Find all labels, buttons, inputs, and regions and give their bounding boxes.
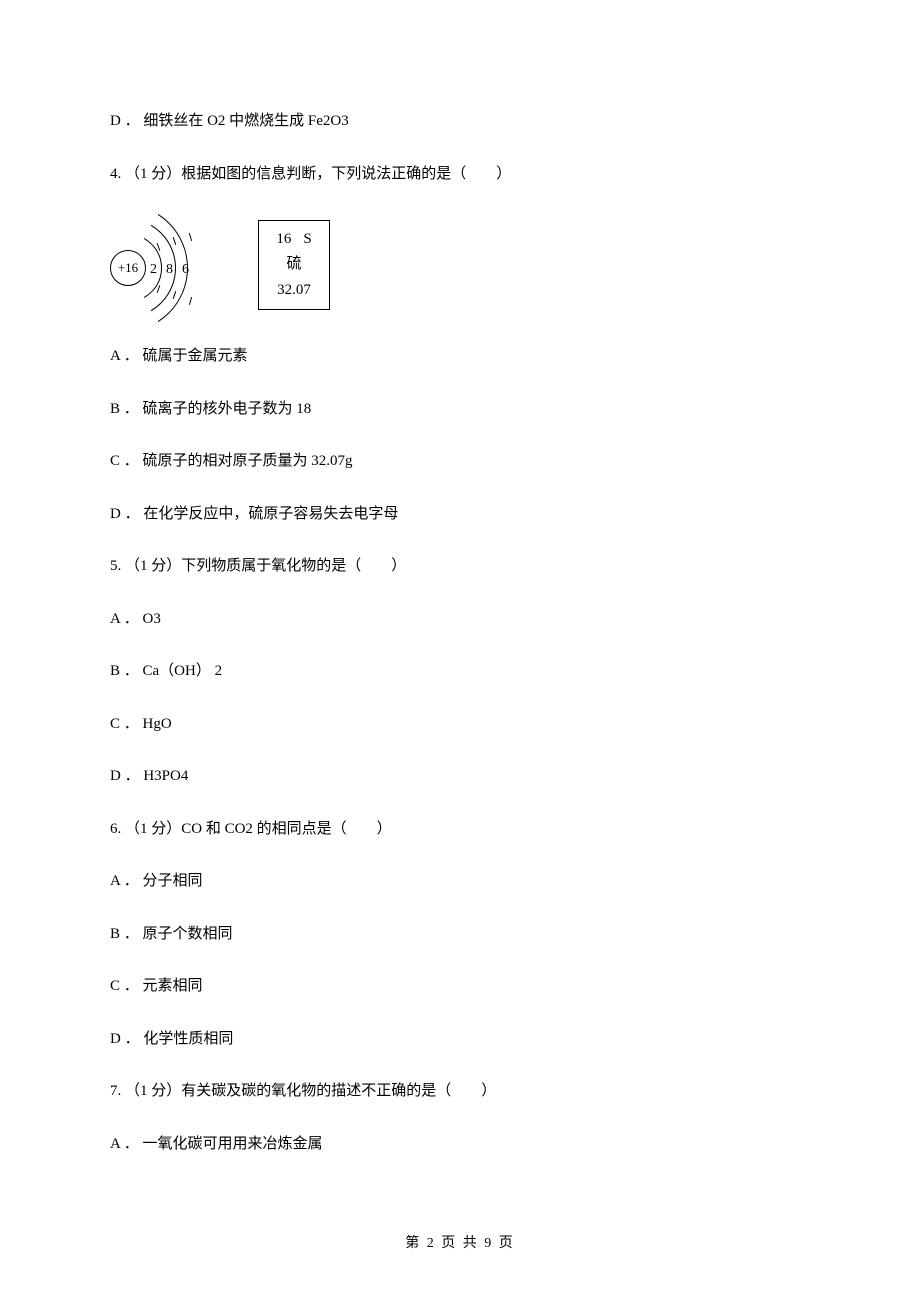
q5-option-c: C ． HgO bbox=[110, 713, 810, 736]
q6-option-a: A ． 分子相同 bbox=[110, 870, 810, 893]
q6-option-c: C ． 元素相同 bbox=[110, 975, 810, 998]
tick bbox=[189, 297, 192, 305]
atom-structure-diagram: +16 2 8 6 bbox=[110, 215, 230, 315]
q5-option-d: D ． H3PO4 bbox=[110, 765, 810, 788]
q5-option-b: B ． Ca（OH） 2 bbox=[110, 660, 810, 683]
q4-option-c: C ． 硫原子的相对原子质量为 32.07g bbox=[110, 450, 810, 473]
q4-option-a: A ． 硫属于金属元素 bbox=[110, 345, 810, 368]
shell-3-electrons: 6 bbox=[182, 259, 189, 280]
q6-stem: 6. （1 分）CO 和 CO2 的相同点是（ ） bbox=[110, 818, 810, 841]
nucleus-label: +16 bbox=[110, 250, 146, 286]
q4-option-b: B ． 硫离子的核外电子数为 18 bbox=[110, 398, 810, 421]
page-footer: 第 2 页 共 9 页 bbox=[0, 1232, 920, 1252]
page-content: D ． 细铁丝在 O2 中燃烧生成 Fe2O3 4. （1 分）根据如图的信息判… bbox=[0, 0, 920, 1155]
q7-option-a: A ． 一氧化碳可用用来冶炼金属 bbox=[110, 1133, 810, 1156]
q5-option-a: A ． O3 bbox=[110, 608, 810, 631]
element-symbol: S bbox=[303, 227, 311, 253]
tick bbox=[189, 233, 192, 241]
shell-1-electrons: 2 bbox=[150, 259, 157, 280]
q4-figure: +16 2 8 6 16 S 硫 32.07 bbox=[110, 215, 810, 315]
shell-2-electrons: 8 bbox=[166, 259, 173, 280]
q6-option-d: D ． 化学性质相同 bbox=[110, 1028, 810, 1051]
q4-stem: 4. （1 分）根据如图的信息判断，下列说法正确的是（ ） bbox=[110, 163, 810, 186]
atomic-mass: 32.07 bbox=[259, 278, 329, 304]
element-name: 硫 bbox=[259, 252, 329, 278]
q3-option-d: D ． 细铁丝在 O2 中燃烧生成 Fe2O3 bbox=[110, 110, 810, 133]
atomic-number: 16 bbox=[276, 227, 291, 253]
q4-option-d: D ． 在化学反应中，硫原子容易失去电字母 bbox=[110, 503, 810, 526]
periodic-element-box: 16 S 硫 32.07 bbox=[258, 220, 330, 311]
q6-option-b: B ． 原子个数相同 bbox=[110, 923, 810, 946]
q5-stem: 5. （1 分）下列物质属于氧化物的是（ ） bbox=[110, 555, 810, 578]
q7-stem: 7. （1 分）有关碳及碳的氧化物的描述不正确的是（ ） bbox=[110, 1080, 810, 1103]
